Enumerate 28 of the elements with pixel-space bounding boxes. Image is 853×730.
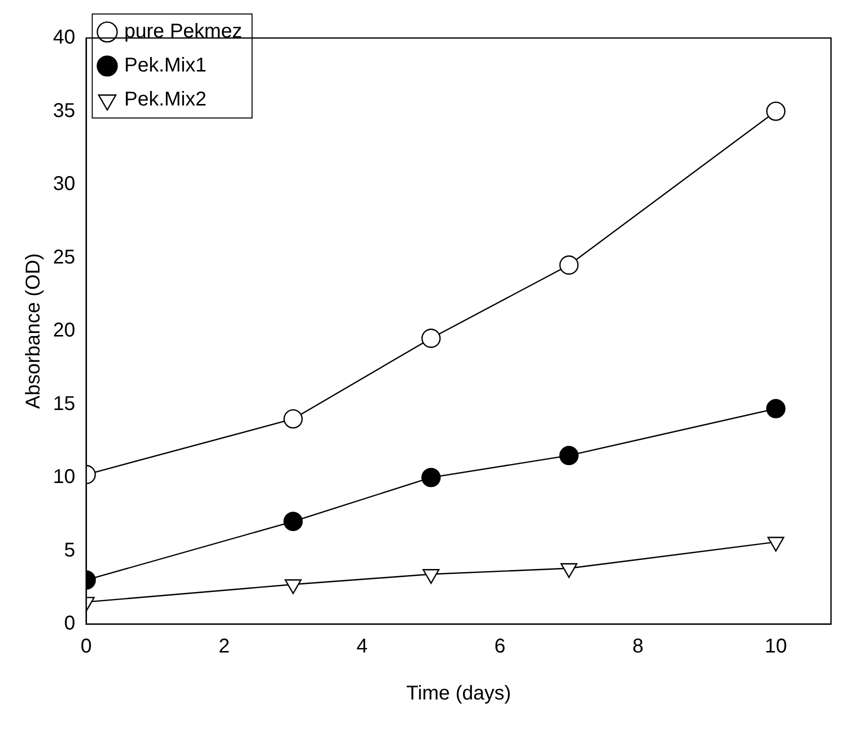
x-tick-label: 8: [632, 636, 644, 658]
y-tick-label: 25: [52, 246, 76, 268]
point: [766, 102, 786, 121]
point: [421, 328, 441, 348]
x-tick-label: 10: [764, 636, 787, 658]
y-tick-label: 40: [52, 26, 76, 49]
x-tick-label: 4: [356, 636, 368, 658]
y-tick-label: 35: [52, 100, 76, 122]
x-axis-title: Time (days): [406, 682, 512, 705]
y-tick-label: 15: [52, 392, 76, 415]
y-tick-label: 30: [52, 173, 76, 196]
x-tick-label: 0: [80, 636, 92, 658]
point: [559, 255, 579, 275]
y-tick-label: 0: [64, 612, 76, 635]
y-tick-label: 10: [52, 466, 76, 488]
point: [766, 398, 786, 418]
legend-label: pure Pekmez: [124, 20, 242, 43]
y-tick-label: 5: [64, 539, 76, 562]
point: [283, 409, 303, 429]
legend-label: Pek.Mix1: [124, 54, 206, 77]
point: [283, 512, 303, 532]
y-tick-label: 20: [52, 320, 76, 342]
legend-label: Pek.Mix2: [124, 88, 206, 111]
point: [559, 446, 579, 466]
x-tick-label: 6: [494, 636, 506, 658]
point: [421, 468, 441, 488]
y-axis-title: Absorbance (OD): [22, 253, 45, 409]
x-tick-label: 2: [218, 636, 230, 658]
